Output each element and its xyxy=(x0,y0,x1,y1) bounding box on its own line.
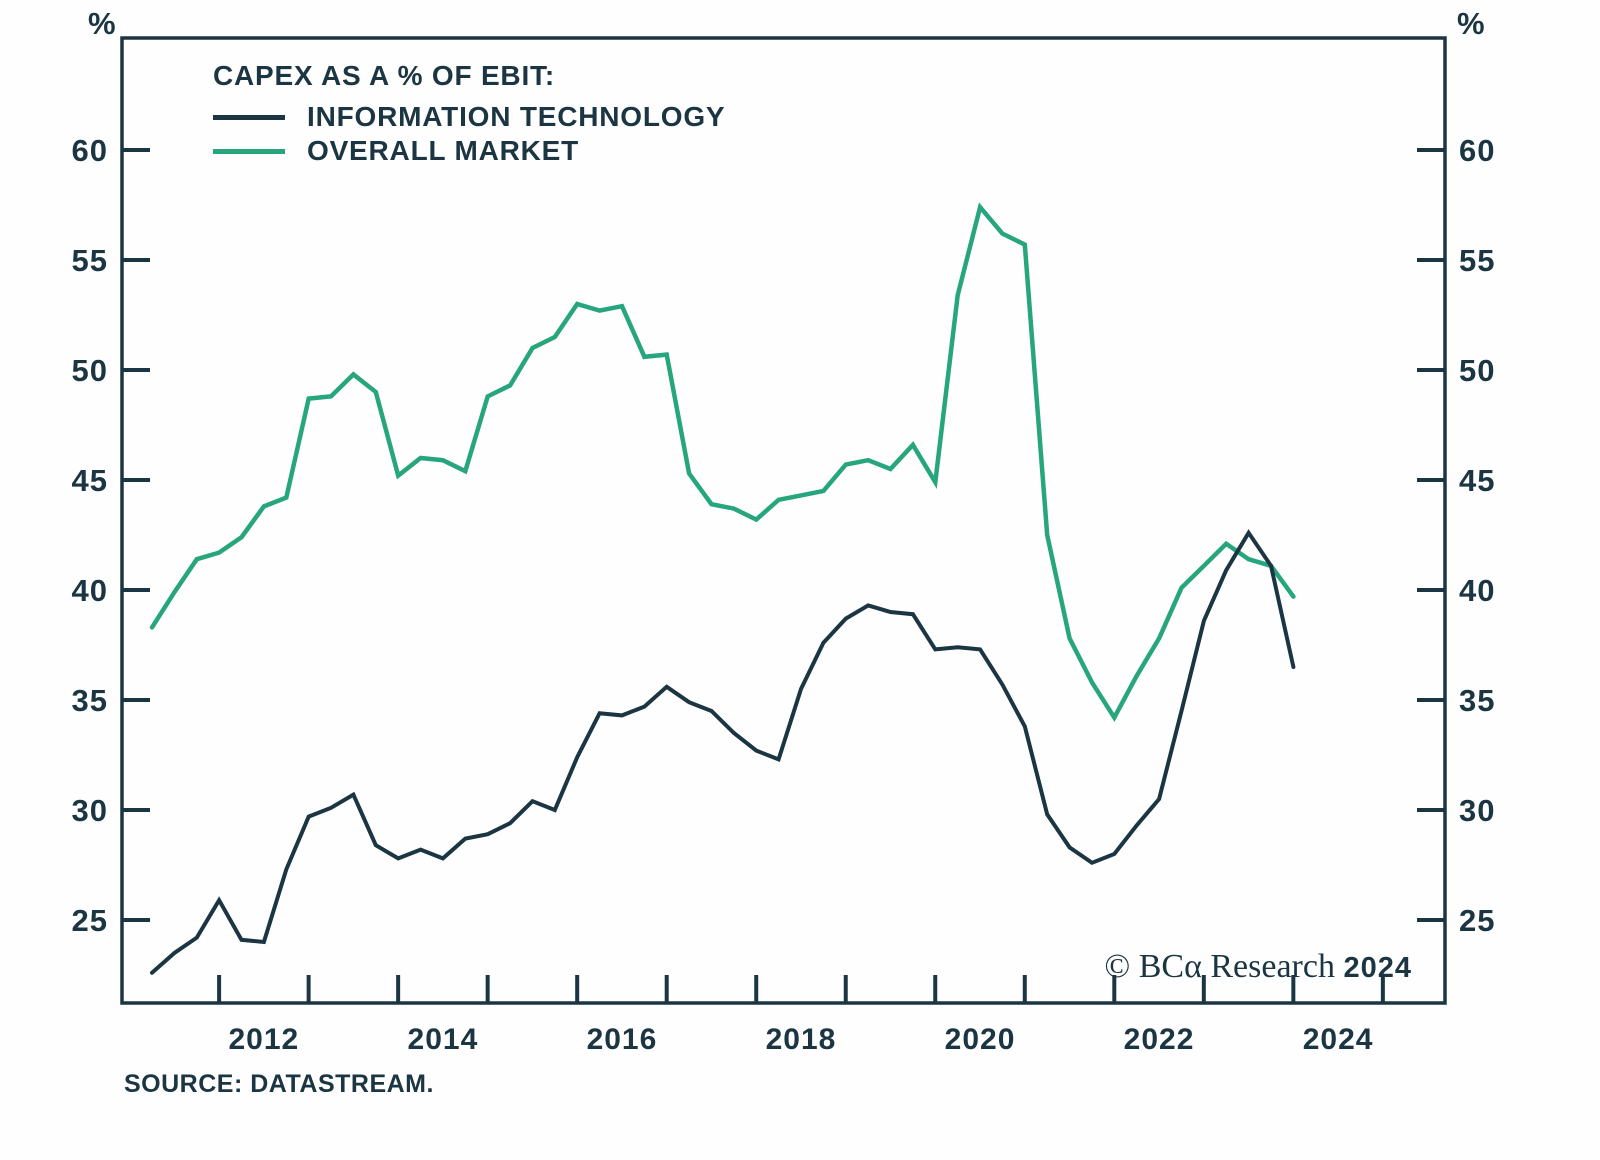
y-tick-label-left: 25 xyxy=(72,903,108,938)
legend-item-overall-market: OVERALL MARKET xyxy=(213,134,725,168)
x-tick-label: 2020 xyxy=(945,1023,1016,1056)
series-line-information-technology xyxy=(150,529,1296,975)
it-line-swatch xyxy=(213,114,285,120)
y-tick-label-left: 30 xyxy=(72,793,108,828)
copyright-year: 2024 xyxy=(1343,952,1412,984)
y-axis-unit-right: % xyxy=(1457,6,1485,41)
y-tick-label-left: 50 xyxy=(72,353,108,388)
y-tick-label-right: 25 xyxy=(1459,903,1495,938)
y-tick-label-left: 45 xyxy=(72,463,108,498)
source-note: SOURCE: DATASTREAM. xyxy=(124,1070,434,1098)
x-tick-label: 2022 xyxy=(1124,1023,1195,1056)
y-tick-label-left: 35 xyxy=(72,683,108,718)
y-tick-label-right: 40 xyxy=(1459,573,1495,608)
market-line-swatch xyxy=(213,148,285,154)
x-tick-label: 2024 xyxy=(1303,1023,1374,1056)
y-tick-label-right: 45 xyxy=(1459,463,1495,498)
y-tick-label-right: 60 xyxy=(1459,133,1495,168)
x-tick-label: 2016 xyxy=(587,1023,658,1056)
y-tick-label-left: 55 xyxy=(72,243,108,278)
y-tick-label-left: 40 xyxy=(72,573,108,608)
x-tick-label: 2018 xyxy=(766,1023,837,1056)
copyright: © BCα Research 2024 xyxy=(0,948,1412,986)
y-tick-label-right: 50 xyxy=(1459,353,1495,388)
x-tick-label: 2014 xyxy=(408,1023,479,1056)
legend: CAPEX AS A % OF EBIT: INFORMATION TECHNO… xyxy=(213,60,725,168)
y-tick-label-right: 30 xyxy=(1459,793,1495,828)
copyright-text: © BCα Research xyxy=(1104,948,1344,985)
y-tick-label-right: 35 xyxy=(1459,683,1495,718)
legend-title: CAPEX AS A % OF EBIT: xyxy=(213,60,555,91)
legend-item-information-technology: INFORMATION TECHNOLOGY xyxy=(213,100,725,134)
y-tick-label-right: 55 xyxy=(1459,243,1495,278)
series-line-overall-market xyxy=(149,202,1296,723)
legend-label-information-technology: INFORMATION TECHNOLOGY xyxy=(307,101,726,132)
legend-label-overall-market: OVERALL MARKET xyxy=(307,135,580,166)
x-tick-label: 2012 xyxy=(228,1023,299,1056)
plot-frame xyxy=(120,36,1447,1005)
y-axis-unit-left: % xyxy=(88,6,116,41)
y-tick-label-left: 60 xyxy=(72,133,108,168)
